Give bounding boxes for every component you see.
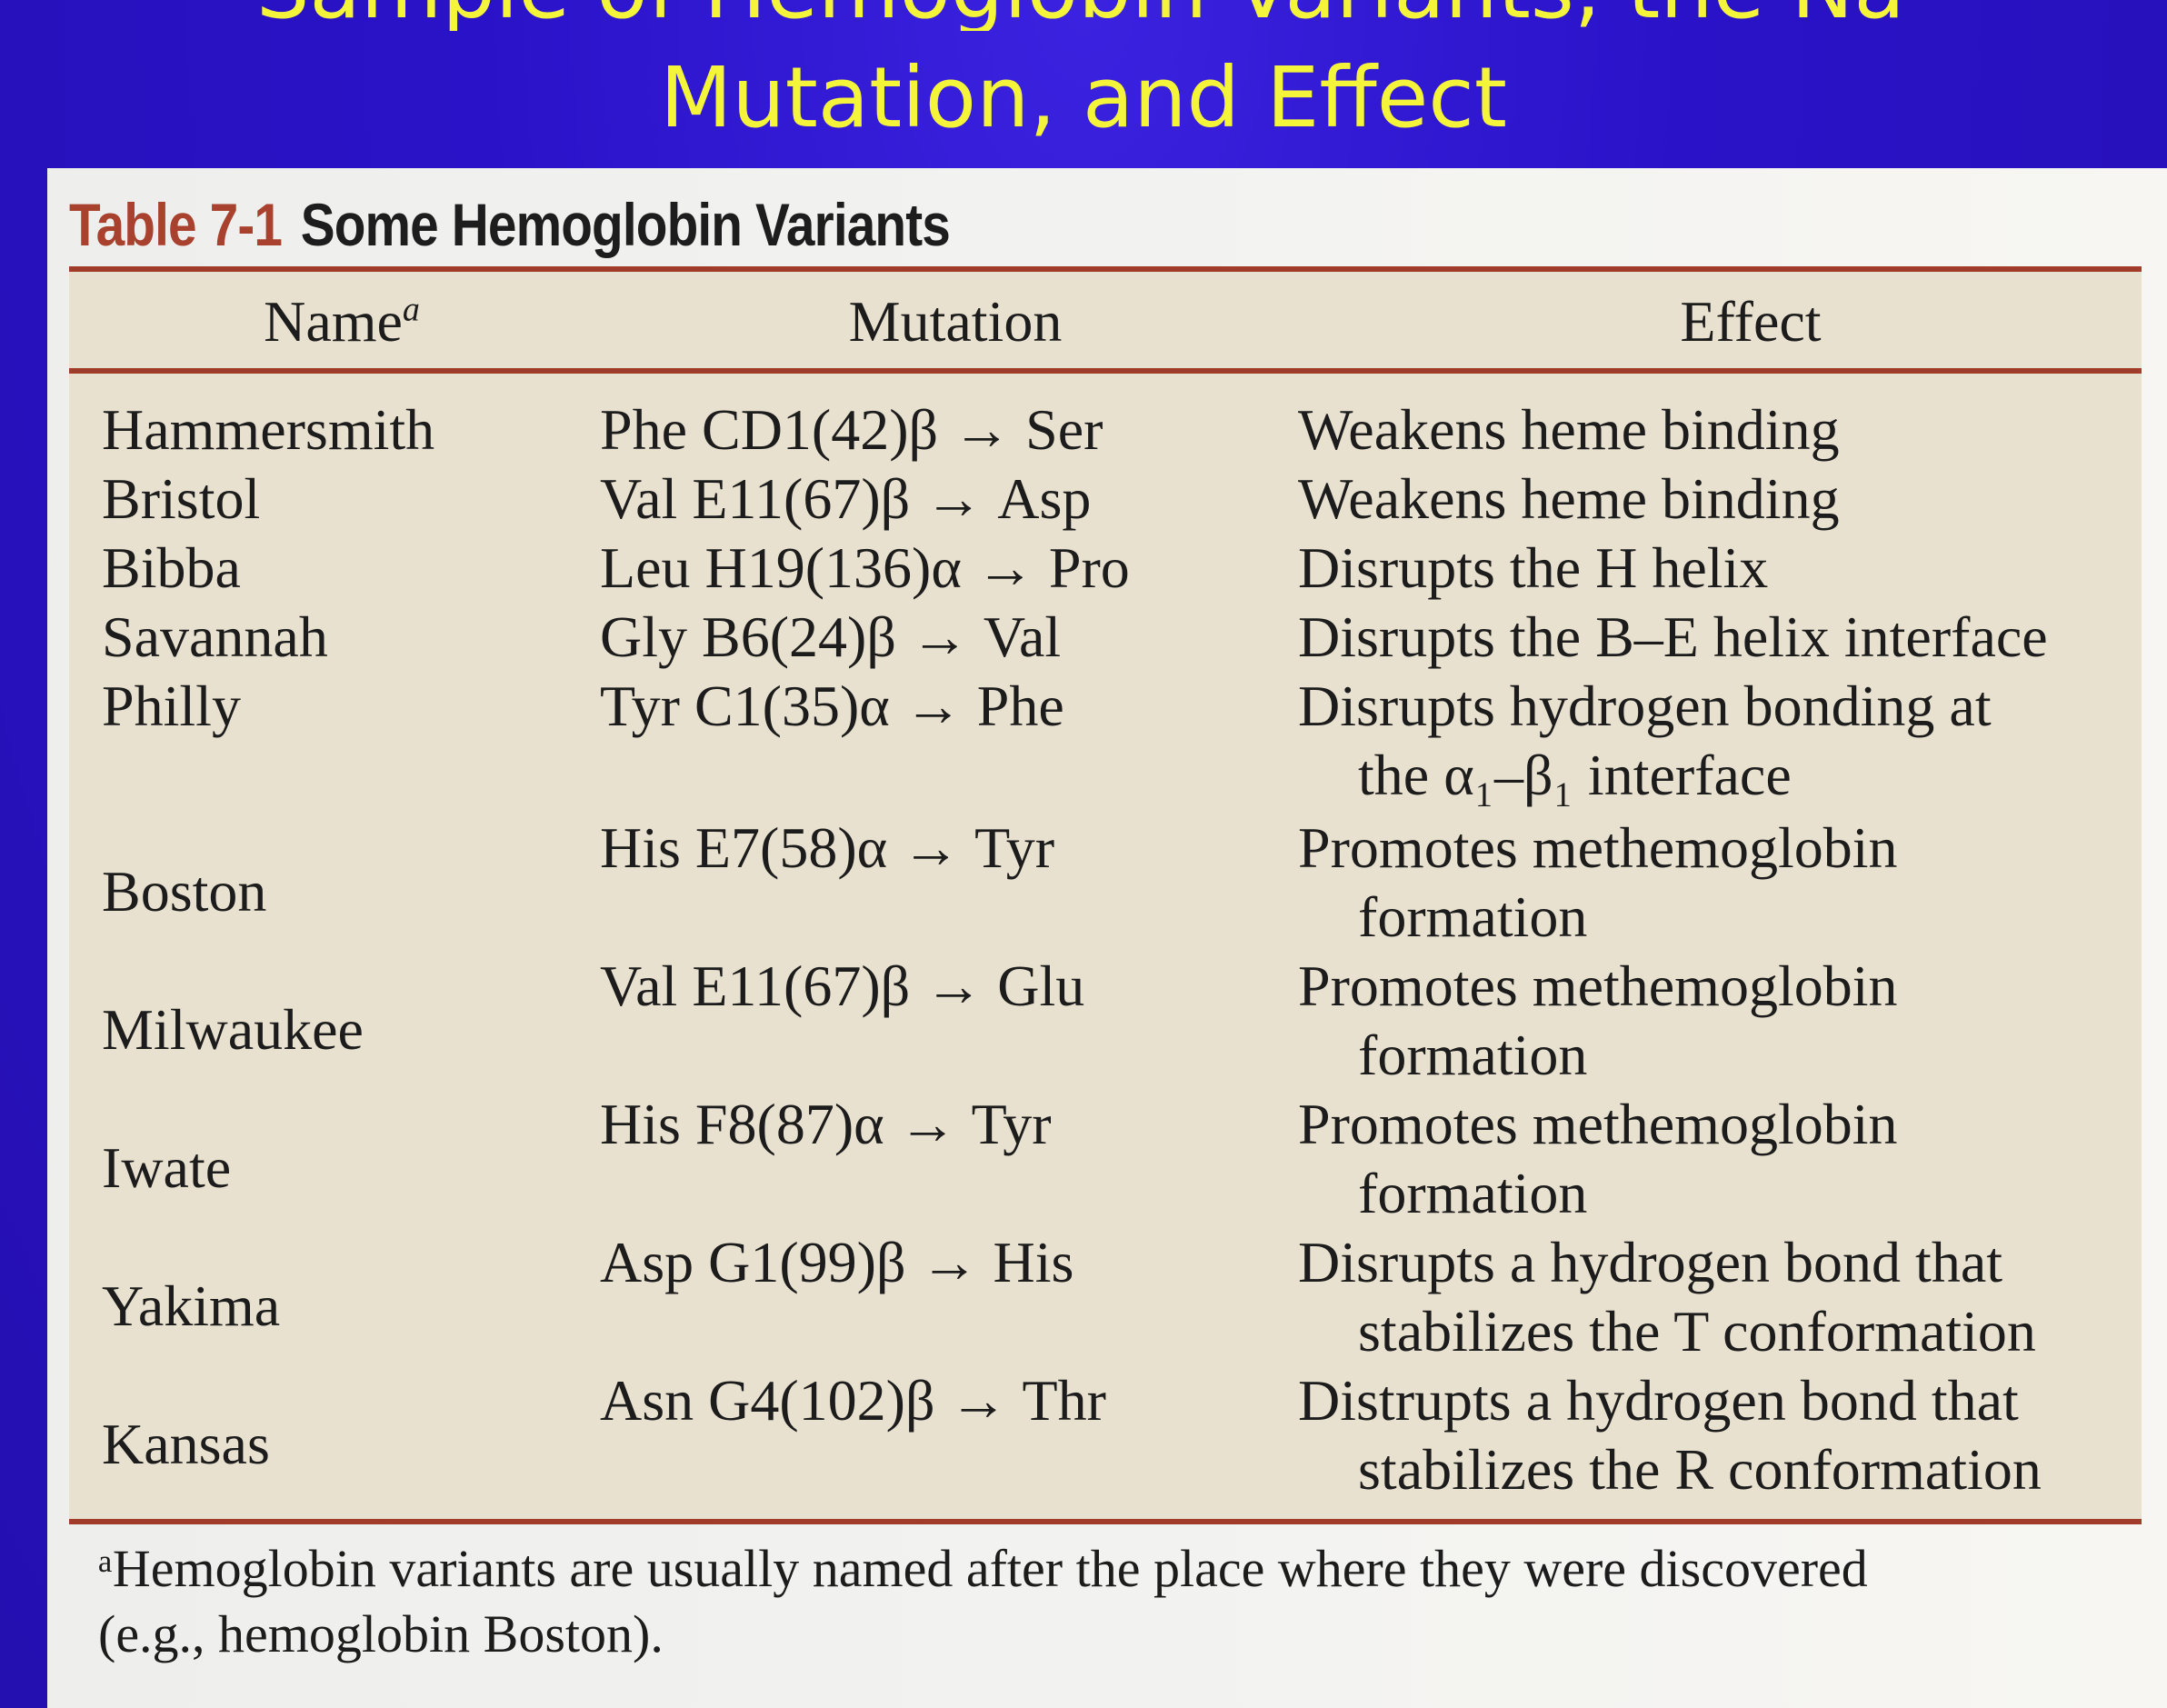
table-header-row: Namea Mutation Effect xyxy=(69,272,2142,374)
cell-effect: Disrupts the H helix xyxy=(1298,535,1769,600)
cell-effect: Promotes methemoglobin formation xyxy=(1298,815,1898,949)
cell-mutation: His E7(58)α → Tyr xyxy=(600,815,1055,880)
cell-mutation: Val E11(67)β → Glu xyxy=(600,954,1085,1018)
cell-mutation: Gly B6(24)β → Val xyxy=(600,604,1062,669)
cell-effect: Disrupts the B–E helix interface xyxy=(1298,604,2048,669)
table-footnote: ᵃHemoglobin variants are usually named a… xyxy=(98,1539,1868,1663)
variants-table: Namea Mutation Effect Hammersmith Phe CD… xyxy=(69,266,2142,1524)
cell-name: Iwate xyxy=(102,1135,232,1200)
slide-title: Mutation, and Effect xyxy=(660,49,1507,146)
slide-title-top: Sample of Hemoglobin Variants, the Natur… xyxy=(0,0,2167,45)
cell-name: Milwaukee xyxy=(102,997,364,1062)
cell-mutation: Val E11(67)β → Asp xyxy=(600,466,1092,531)
textbook-page: Table 7-1 Some Hemoglobin Variants Namea … xyxy=(47,168,2167,1708)
cell-effect: Distrupts a hydrogen bond that stabilizes… xyxy=(1298,1368,2042,1502)
cell-mutation: His F8(87)α → Tyr xyxy=(600,1092,1052,1156)
cell-mutation: Phe CD1(42)β → Ser xyxy=(600,397,1103,462)
cell-name: Hammersmith xyxy=(102,397,435,462)
table-title: Some Hemoglobin Variants xyxy=(300,191,951,258)
cell-effect: Promotes methemoglobin formation xyxy=(1298,1092,1898,1225)
cell-name: Yakima xyxy=(102,1274,281,1338)
table-caption: Table 7-1 Some Hemoglobin Variants xyxy=(69,190,951,259)
cell-name: Bibba xyxy=(102,535,241,600)
cell-effect: Disrupts a hydrogen bond that stabilizes … xyxy=(1298,1230,2036,1363)
cell-mutation: Asn G4(102)β → Thr xyxy=(600,1368,1106,1433)
cell-effect: Weakens heme binding xyxy=(1298,397,1840,462)
cell-name: Boston xyxy=(102,859,267,924)
header-name: Namea xyxy=(264,289,420,354)
cell-mutation: Leu H19(136)α → Pro xyxy=(600,535,1130,600)
cell-effect: Disrupts hydrogen bonding at the α₁–β₁ in… xyxy=(1298,674,1992,807)
header-effect: Effect xyxy=(1680,289,1822,354)
cell-name: Bristol xyxy=(102,466,261,531)
cell-mutation: Tyr C1(35)α → Phe xyxy=(600,674,1064,738)
cell-effect: Weakens heme binding xyxy=(1298,466,1840,531)
cell-name: Kansas xyxy=(102,1412,270,1476)
cell-mutation: Asp G1(99)β → His xyxy=(600,1230,1074,1294)
table-number: Table 7-1 xyxy=(69,191,283,258)
cell-effect: Promotes methemoglobin formation xyxy=(1298,954,1898,1087)
cell-name: Philly xyxy=(102,674,241,738)
cell-name: Savannah xyxy=(102,604,328,669)
header-mutation: Mutation xyxy=(848,289,1063,354)
